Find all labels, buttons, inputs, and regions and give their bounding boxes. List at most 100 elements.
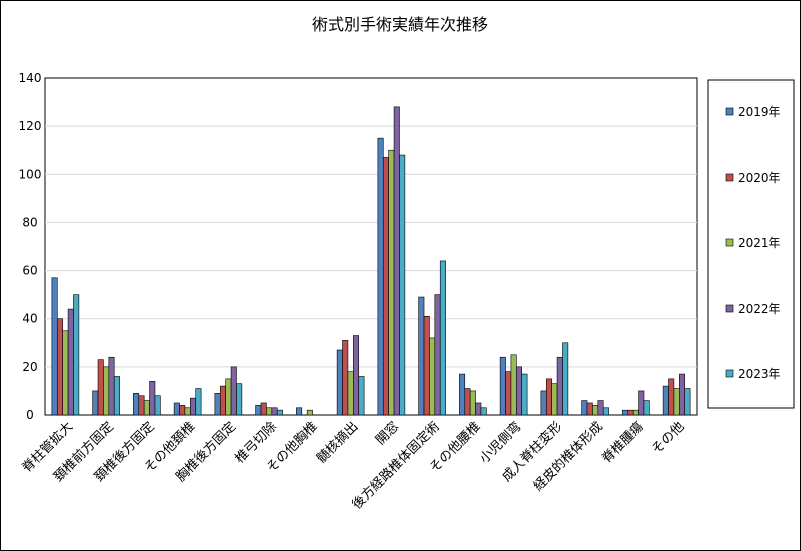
bar-2023年-胸椎後方固定 — [236, 383, 243, 416]
bar-2021年-髄核摘出 — [347, 371, 354, 416]
x-axis-ticks: 脊柱管拡大頚椎前方固定頚椎後方固定その他頚椎胸椎後方固定椎弓切除その他胸椎髄核摘… — [20, 419, 688, 513]
bar-2019年-経皮的椎体形成 — [581, 400, 588, 416]
bar-2019年-胸椎後方固定 — [214, 393, 221, 416]
bar-2020年-経皮的椎体形成 — [586, 402, 593, 416]
legend-label: 2022年 — [738, 302, 781, 316]
bar-2019年-頚椎前方固定 — [92, 390, 99, 416]
bar-2023年-後方経路椎体固定術 — [439, 260, 446, 416]
y-tick-label: 20 — [22, 360, 37, 374]
bar-2019年-開窓 — [377, 137, 384, 416]
bar-2022年-成人脊柱変形 — [556, 356, 563, 416]
legend: 2019年 2020年 2021年 2022年 2023年 — [725, 105, 781, 381]
x-tick-label: 脊椎腫瘍 — [599, 419, 647, 467]
bar-2019年-脊柱管拡大 — [51, 277, 58, 416]
x-tick-label: その他 — [649, 419, 687, 457]
bar-2021年-後方経路椎体固定術 — [429, 337, 436, 416]
bar-2020年-脊柱管拡大 — [56, 318, 63, 416]
bar-2023年-その他頚椎 — [195, 388, 202, 416]
y-tick-label: 0 — [26, 408, 34, 422]
bar-2023年-成人脊柱変形 — [562, 342, 569, 416]
bar-2019年-小児側弯 — [499, 356, 506, 416]
legend-label: 2021年 — [738, 236, 781, 250]
y-tick-label: 80 — [22, 215, 37, 229]
legend-swatch — [725, 173, 734, 182]
bar-2021年-その他頚椎 — [184, 407, 191, 416]
bar-2023年-頚椎前方固定 — [113, 376, 120, 416]
bar-2020年-その他腰椎 — [464, 388, 471, 416]
gridlines — [45, 125, 697, 368]
bar-2019年-頚椎後方固定 — [133, 393, 140, 416]
bar-2023年-椎弓切除 — [276, 409, 283, 416]
bar-2022年-髄核摘出 — [353, 335, 360, 416]
bar-2021年-小児側弯 — [510, 354, 517, 416]
bar-2022年-その他 — [679, 373, 686, 416]
bar-2023年-脊柱管拡大 — [73, 294, 80, 416]
bar-2021年-成人脊柱変形 — [551, 383, 558, 416]
bar-2023年-髄核摘出 — [358, 376, 365, 416]
bar-2022年-小児側弯 — [516, 366, 523, 416]
y-tick-label: 100 — [19, 167, 42, 181]
bar-2023年-脊椎腫瘍 — [643, 400, 650, 416]
bar-2021年-脊椎腫瘍 — [632, 409, 639, 416]
bar-2021年-頚椎前方固定 — [103, 366, 110, 416]
bar-2023年-その他腰椎 — [480, 407, 487, 416]
bar-2020年-胸椎後方固定 — [219, 385, 226, 416]
y-tick-label: 40 — [22, 312, 37, 326]
bar-2023年-経皮的椎体形成 — [602, 407, 609, 416]
bar-2023年-小児側弯 — [521, 373, 528, 416]
bar-2021年-頚椎後方固定 — [143, 400, 150, 416]
bar-2019年-脊椎腫瘍 — [622, 409, 629, 416]
bar-2020年-頚椎後方固定 — [138, 395, 145, 416]
bar-2019年-椎弓切除 — [255, 405, 262, 416]
bar-2021年-脊柱管拡大 — [62, 330, 69, 416]
bar-2020年-髄核摘出 — [342, 340, 349, 416]
bar-2020年-後方経路椎体固定術 — [423, 316, 430, 416]
legend-swatch — [725, 304, 734, 313]
bar-2022年-脊柱管拡大 — [67, 308, 74, 416]
legend-swatch — [725, 238, 734, 247]
chart-title: 術式別手術実績年次推移 — [312, 15, 488, 34]
bar-2020年-小児側弯 — [505, 371, 512, 416]
bar-2021年-その他胸椎 — [306, 409, 313, 416]
bar-2021年-椎弓切除 — [266, 407, 273, 416]
bar-2022年-脊椎腫瘍 — [638, 390, 645, 416]
bar-2019年-髄核摘出 — [336, 349, 343, 416]
bar-2021年-胸椎後方固定 — [225, 378, 232, 416]
bar-2021年-その他腰椎 — [469, 390, 476, 416]
bar-2019年-その他腰椎 — [459, 373, 466, 416]
bar-2022年-椎弓切除 — [271, 407, 278, 416]
bar-2022年-胸椎後方固定 — [230, 366, 237, 416]
bar-2019年-その他頚椎 — [173, 402, 180, 416]
bar-2019年-その他 — [662, 385, 669, 416]
bars — [51, 106, 691, 416]
bar-2020年-開窓 — [382, 157, 389, 416]
legend-label: 2020年 — [738, 171, 781, 185]
bar-2019年-後方経路椎体固定術 — [418, 296, 425, 416]
bar-2020年-その他 — [668, 378, 675, 416]
bar-2019年-成人脊柱変形 — [540, 390, 547, 416]
y-tick-label: 140 — [19, 71, 42, 85]
bar-2023年-開窓 — [399, 154, 406, 416]
legend-label: 2019年 — [738, 105, 781, 119]
bar-2023年-頚椎後方固定 — [154, 395, 161, 416]
bar-2020年-成人脊柱変形 — [545, 378, 552, 416]
y-tick-label: 120 — [19, 119, 42, 133]
bar-2020年-頚椎前方固定 — [97, 359, 104, 416]
bar-2022年-後方経路椎体固定術 — [434, 294, 441, 416]
bar-2021年-経皮的椎体形成 — [592, 405, 599, 416]
x-tick-label: 髄核摘出 — [313, 419, 361, 467]
legend-box — [707, 79, 795, 409]
bar-2021年-その他 — [673, 388, 680, 416]
bar-2022年-その他頚椎 — [190, 397, 197, 416]
y-tick-label: 60 — [22, 264, 37, 278]
bar-2022年-頚椎前方固定 — [108, 356, 115, 416]
legend-swatch — [725, 369, 734, 378]
bar-2023年-その他 — [684, 388, 691, 416]
y-axis-ticks: 0 20 40 60 80 100 120 140 — [19, 71, 42, 422]
bar-2019年-その他胸椎 — [296, 407, 303, 416]
bar-2022年-経皮的椎体形成 — [597, 400, 604, 416]
bar-2021年-開窓 — [388, 149, 395, 416]
legend-swatch — [725, 107, 734, 116]
bar-2022年-頚椎後方固定 — [149, 380, 156, 416]
